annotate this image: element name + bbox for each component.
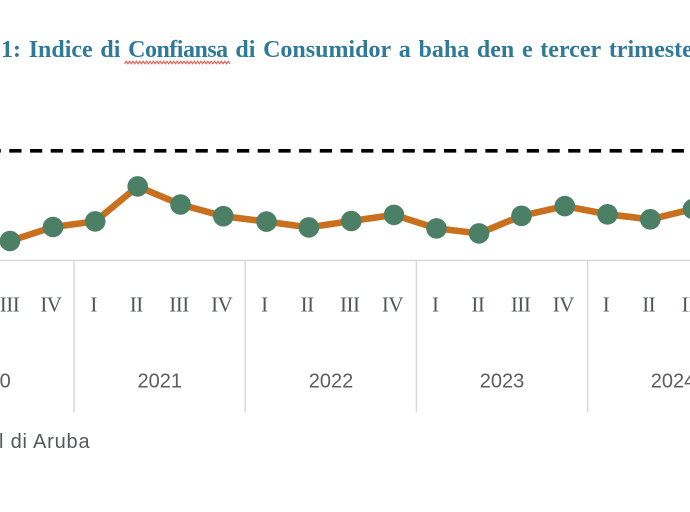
svg-text:IV: IV <box>40 293 61 317</box>
svg-text:I: I <box>603 293 610 317</box>
svg-text:I: I <box>261 293 268 317</box>
svg-text:III: III <box>340 293 360 317</box>
svg-text:II: II <box>642 293 655 317</box>
svg-text:III: III <box>682 293 690 317</box>
svg-text:II: II <box>471 293 484 317</box>
svg-text:2020: 2020 <box>0 371 11 393</box>
svg-text:II: II <box>130 293 143 317</box>
svg-text:I: I <box>90 293 97 317</box>
svg-text:III: III <box>511 293 531 317</box>
svg-text:2024: 2024 <box>651 371 690 393</box>
svg-text:II: II <box>301 293 314 317</box>
svg-text:IV: IV <box>382 293 403 317</box>
svg-text:2021: 2021 <box>138 371 183 393</box>
svg-text:IV: IV <box>553 293 574 317</box>
svg-text:III: III <box>169 293 189 317</box>
svg-text:2023: 2023 <box>480 371 525 393</box>
svg-text:IV: IV <box>211 293 232 317</box>
svg-text:III: III <box>0 293 20 317</box>
svg-text:2022: 2022 <box>309 371 354 393</box>
svg-text:I: I <box>432 293 439 317</box>
